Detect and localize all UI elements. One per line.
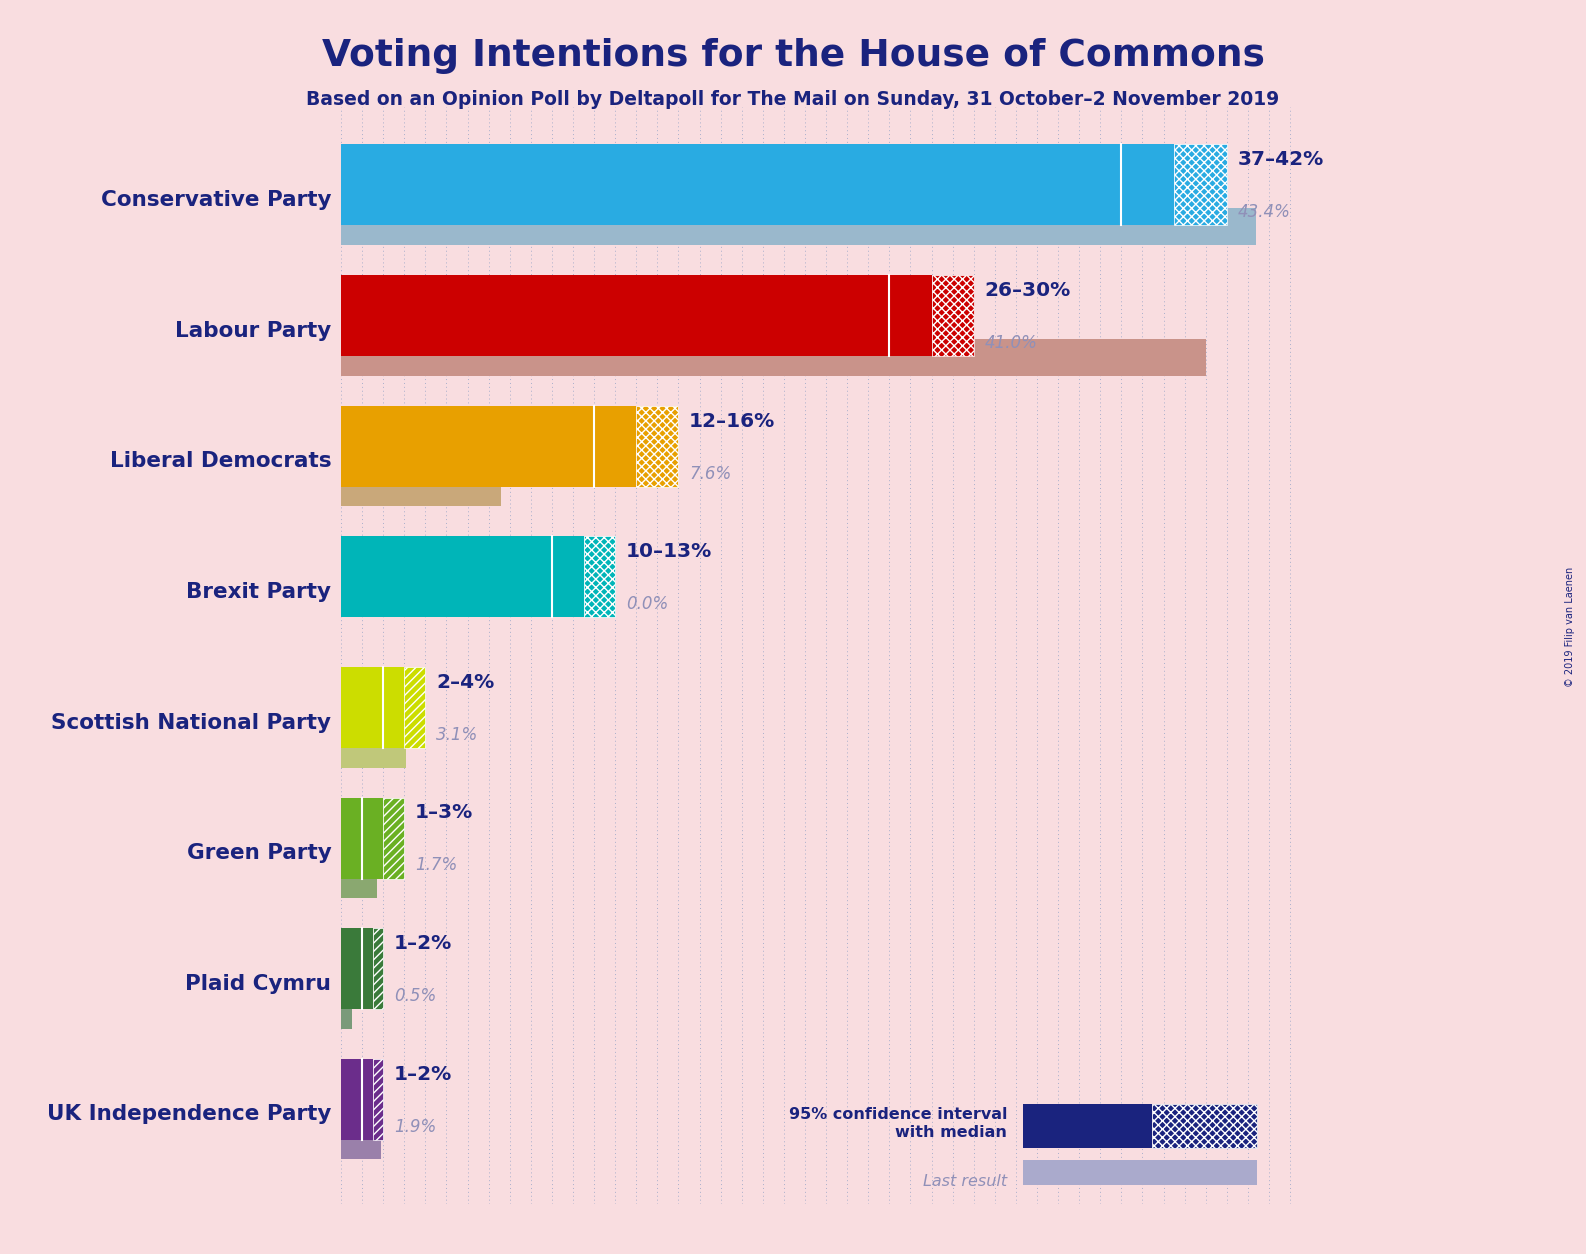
Bar	[341, 144, 1174, 226]
Bar	[341, 861, 377, 898]
Bar	[384, 798, 404, 879]
Bar	[341, 208, 1256, 245]
Bar	[341, 1122, 381, 1160]
Text: Based on an Opinion Poll by Deltapoll for The Mail on Sunday, 31 October–2 Novem: Based on an Opinion Poll by Deltapoll fo…	[306, 90, 1280, 109]
Bar	[341, 928, 373, 1009]
Text: 43.4%: 43.4%	[1237, 203, 1289, 221]
Text: 0.5%: 0.5%	[393, 987, 436, 1004]
Text: 26–30%: 26–30%	[985, 281, 1071, 300]
Text: 95% confidence interval
with median: 95% confidence interval with median	[788, 1107, 1007, 1140]
Text: 0.0%: 0.0%	[626, 596, 668, 613]
Bar	[404, 667, 425, 747]
Bar	[341, 798, 384, 879]
Bar	[341, 992, 352, 1028]
Bar	[341, 667, 404, 747]
Text: 1–2%: 1–2%	[393, 934, 452, 953]
Bar	[636, 406, 679, 487]
Bar	[341, 470, 501, 507]
Text: 1.7%: 1.7%	[416, 856, 457, 874]
Text: 3.1%: 3.1%	[436, 726, 477, 744]
Text: 41.0%: 41.0%	[985, 334, 1037, 352]
Text: 10–13%: 10–13%	[626, 542, 712, 562]
Bar	[931, 275, 974, 356]
Bar	[1151, 1105, 1258, 1147]
Bar	[341, 406, 636, 487]
Text: 12–16%: 12–16%	[688, 411, 776, 430]
Bar	[1023, 1105, 1151, 1147]
Bar	[341, 339, 1205, 376]
Text: 1–3%: 1–3%	[416, 804, 473, 823]
Text: 1–2%: 1–2%	[393, 1065, 452, 1083]
Text: Last result: Last result	[923, 1174, 1007, 1189]
Bar	[373, 928, 384, 1009]
Text: 7.6%: 7.6%	[688, 464, 731, 483]
Bar	[341, 731, 406, 767]
Bar	[373, 1058, 384, 1140]
Bar	[341, 1058, 373, 1140]
Text: © 2019 Filip van Laenen: © 2019 Filip van Laenen	[1565, 567, 1575, 687]
Bar	[341, 275, 931, 356]
Text: Voting Intentions for the House of Commons: Voting Intentions for the House of Commo…	[322, 38, 1264, 74]
Bar	[584, 537, 615, 617]
Text: 37–42%: 37–42%	[1237, 150, 1324, 169]
Text: 2–4%: 2–4%	[436, 673, 495, 692]
Bar	[1174, 144, 1228, 226]
Text: 1.9%: 1.9%	[393, 1117, 436, 1136]
Bar	[341, 537, 584, 617]
